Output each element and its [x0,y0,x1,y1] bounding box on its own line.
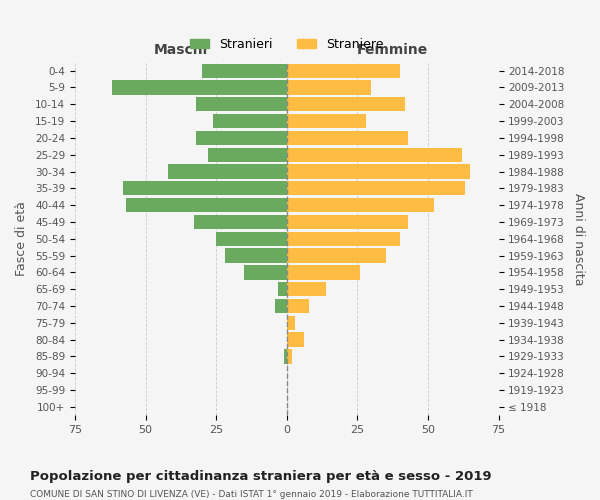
Bar [287,80,371,94]
Bar [196,131,287,145]
Bar [287,350,292,364]
Bar [194,215,287,229]
Y-axis label: Anni di nascita: Anni di nascita [572,192,585,285]
Bar [126,198,287,212]
Text: Femmine: Femmine [357,43,428,57]
Bar [112,80,287,94]
Bar [287,97,406,112]
Y-axis label: Fasce di età: Fasce di età [15,202,28,276]
Bar [123,181,287,196]
Bar [287,215,408,229]
Bar [287,148,462,162]
Bar [287,299,310,313]
Bar [202,64,287,78]
Bar [287,164,470,178]
Bar [287,232,400,246]
Bar [287,248,386,262]
Bar [168,164,287,178]
Bar [287,181,464,196]
Bar [278,282,287,296]
Bar [208,148,287,162]
Text: Maschi: Maschi [154,43,208,57]
Bar [287,64,400,78]
Bar [287,316,295,330]
Bar [275,299,287,313]
Bar [244,265,287,280]
Text: Popolazione per cittadinanza straniera per età e sesso - 2019: Popolazione per cittadinanza straniera p… [30,470,491,483]
Bar [284,350,287,364]
Bar [287,282,326,296]
Text: COMUNE DI SAN STINO DI LIVENZA (VE) - Dati ISTAT 1° gennaio 2019 - Elaborazione : COMUNE DI SAN STINO DI LIVENZA (VE) - Da… [30,490,473,499]
Legend: Stranieri, Straniere: Stranieri, Straniere [185,33,389,56]
Bar [287,332,304,347]
Bar [287,131,408,145]
Bar [216,232,287,246]
Bar [287,114,366,128]
Bar [196,97,287,112]
Bar [224,248,287,262]
Bar [287,265,360,280]
Bar [287,198,434,212]
Bar [214,114,287,128]
